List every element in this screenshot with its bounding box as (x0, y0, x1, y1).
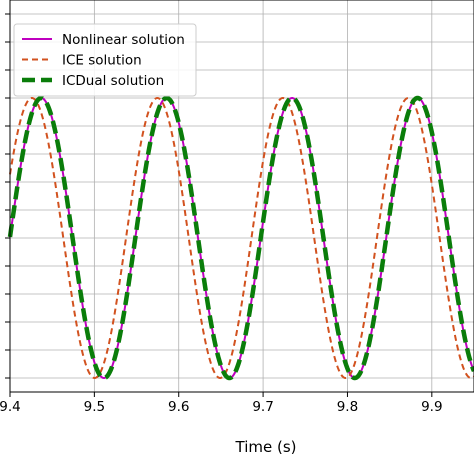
legend-box (13, 23, 197, 97)
legend-label: ICE solution (62, 53, 142, 69)
series-line (7, 95, 474, 381)
legend-label: ICDual solution (62, 73, 164, 89)
plot-frame (9, 0, 474, 393)
grid-lines (9, 0, 474, 392)
legend-label: Nonlinear solution (62, 32, 185, 48)
series-layer (7, 95, 474, 381)
legend: Nonlinear solution ICE solution ICDual sol… (13, 23, 197, 97)
x-tick-label: 9.5 (84, 399, 105, 415)
series-line (9, 96, 474, 380)
axis-ticks (5, 13, 433, 397)
x-tick-label: 9.9 (421, 399, 442, 415)
x-tick-label: 9.7 (252, 399, 273, 415)
x-tick-label: 9.8 (337, 399, 358, 415)
x-tick-label: 9.6 (168, 399, 189, 415)
x-axis-label: Time (s) (235, 438, 297, 456)
x-tick-label: 9.4 (0, 399, 21, 415)
x-tick-labels: 9.4 9.5 9.6 9.7 9.8 9.9 (0, 399, 443, 415)
